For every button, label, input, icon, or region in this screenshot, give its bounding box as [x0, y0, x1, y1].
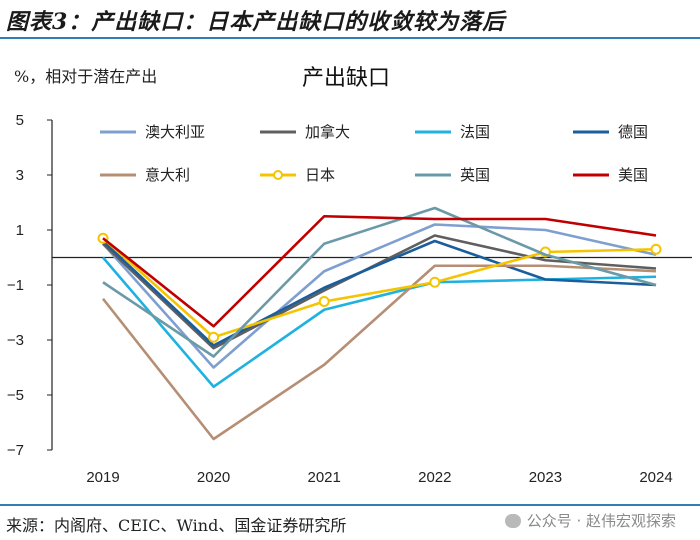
x-tick-label: 2021 — [308, 469, 341, 486]
legend-label: 德国 — [618, 123, 648, 141]
data-point — [208, 331, 220, 343]
data-point — [318, 296, 330, 307]
footer-divider — [0, 504, 700, 506]
title-divider — [0, 37, 700, 39]
data-point — [429, 276, 441, 288]
legend-label: 法国 — [460, 123, 490, 141]
chart: %，相对于潜在产出 产出缺口 5 3 1 −1 −3 −5 −7 2019 2020 2021 20… — [7, 66, 692, 486]
legend-label: 加拿大 — [305, 123, 350, 141]
series-line — [102, 223, 657, 369]
y-tick-label: 1 — [16, 222, 24, 239]
series-line — [102, 239, 657, 347]
plot-area: 5 3 1 −1 −3 −5 −7 2019 2020 2021 2022 2023 2024 澳大利亚 加… — [7, 112, 692, 486]
x-tick-label: 2019 — [86, 469, 119, 486]
series-line — [102, 256, 657, 389]
series-line — [102, 237, 657, 339]
y-tick-label: 5 — [16, 112, 24, 129]
chart-title: 产出缺口 — [302, 66, 390, 91]
x-tick-label: 2020 — [197, 469, 230, 486]
series-line — [102, 214, 657, 328]
wechat-icon — [504, 514, 521, 528]
y-tick-label: −7 — [7, 442, 24, 459]
x-tick-label: 2023 — [529, 469, 562, 486]
legend-label: 意大利 — [145, 166, 190, 184]
legend-marker — [273, 170, 283, 180]
legend-label: 英国 — [460, 166, 490, 184]
series-line — [102, 206, 657, 358]
y-tick-label: −3 — [7, 332, 24, 349]
legend-label: 日本 — [305, 166, 335, 184]
legend-label: 澳大利亚 — [145, 123, 205, 141]
y-tick-label: 3 — [16, 167, 24, 184]
watermark: 公众号 · 赵伟宏观探索 — [504, 510, 676, 531]
y-axis-unit-label: %，相对于潜在产出 — [14, 67, 157, 86]
watermark-text: 公众号 · 赵伟宏观探索 — [526, 512, 676, 530]
y-tick-label: −5 — [7, 387, 24, 404]
data-point — [650, 243, 662, 255]
source-note: 来源：内阁府、CEIC、Wind、国金证券研究所 — [6, 516, 347, 535]
series-line — [101, 264, 657, 441]
x-tick-label: 2022 — [418, 469, 451, 486]
y-tick-label: −1 — [7, 277, 24, 294]
x-tick-label: 2024 — [639, 469, 672, 486]
legend-label: 美国 — [618, 166, 648, 184]
figure-title: 图表3：产出缺口：日本产出缺口的收敛较为落后 — [6, 9, 506, 35]
